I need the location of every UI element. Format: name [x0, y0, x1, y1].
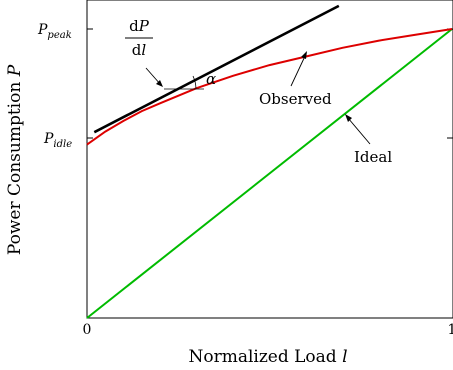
derivative-pointer-head [156, 80, 163, 87]
plot-frame [86, 0, 453, 319]
observed-curve [86, 28, 453, 146]
observed-pointer-head [301, 51, 307, 59]
tangent-line [93, 4, 340, 134]
x-tick-label-1: 1 [448, 322, 453, 338]
svg-text:dP: dP [129, 17, 150, 35]
y-axis-title: Power Consumption P [5, 64, 25, 255]
observed-pointer [290, 53, 307, 87]
ideal-pointer-head [345, 114, 352, 122]
x-axis-title: Normalized Load l [188, 347, 347, 367]
x-tick-label-0: 0 [83, 322, 92, 338]
svg-text:dl: dl [132, 41, 147, 59]
alpha-label: α [206, 70, 216, 88]
ideal-pointer [347, 117, 371, 145]
ideal-label: Ideal [354, 148, 392, 166]
observed-label: Observed [259, 90, 332, 108]
y-tick-label-idle: Pidle [43, 131, 72, 150]
derivative-label: dP dl [125, 17, 153, 59]
y-tick-label-peak: Ppeak [37, 22, 72, 41]
ideal-line [86, 28, 453, 319]
alpha-arc [192, 75, 197, 90]
